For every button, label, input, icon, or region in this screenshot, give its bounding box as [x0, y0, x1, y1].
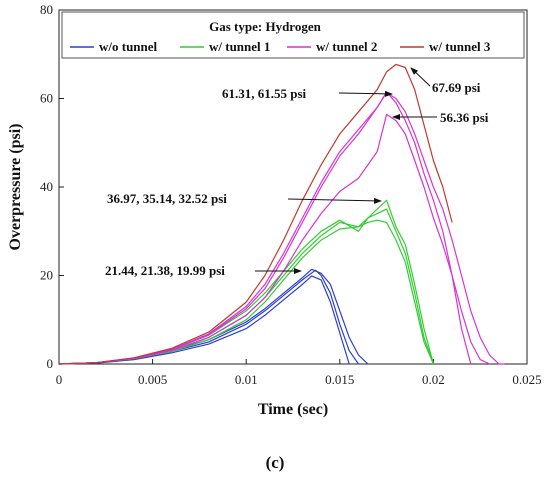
x-tick-label: 0.02: [422, 372, 445, 387]
x-tick-label: 0.005: [138, 372, 167, 387]
y-axis-label: Overpressure (psi): [7, 124, 24, 251]
legend-label-tunnel-2: w/ tunnel 2: [316, 39, 377, 54]
legend-label-wo-tunnel: w/o tunnel: [99, 39, 158, 54]
x-tick-label: 0.01: [235, 372, 258, 387]
figure-caption: (c): [266, 453, 285, 472]
annotation-tunnel-1-peaks: 36.97, 35.14, 32.52 psi: [107, 191, 227, 206]
x-axis: 0 0.005 0.01 0.015 0.02 0.025: [56, 359, 542, 387]
y-tick-label: 20: [40, 268, 53, 283]
annotation-tunnel-2-peaks: 61.31, 61.55 psi: [222, 86, 307, 101]
plot-frame: [58, 9, 528, 365]
y-tick-label: 80: [40, 2, 53, 17]
series-line-w-tunnel-1: [58, 219, 434, 365]
legend-box: [61, 11, 525, 59]
annotation-tunnel-3-peak: 67.69 psi: [432, 80, 481, 95]
annotation-tunnel-2-low: 56.36 psi: [440, 110, 489, 125]
x-tick-label: 0: [56, 372, 63, 387]
series-line-w-tunnel-2: [58, 113, 490, 365]
legend-label-tunnel-1: w/ tunnel 1: [209, 39, 270, 54]
series-line-w-o-tunnel: [58, 269, 359, 365]
series-line-w-tunnel-1: [58, 199, 434, 365]
series-line-w-o-tunnel: [58, 268, 369, 365]
y-tick-label: 60: [40, 91, 53, 106]
annotation-arrow-tunnel-1: [287, 197, 382, 204]
annotation-arrow-tunnel-3: [410, 67, 431, 87]
legend: Gas type: Hydrogen w/o tunnel w/ tunnel …: [61, 11, 525, 59]
series-line-w-tunnel-2: [58, 91, 472, 365]
y-tick-label: 0: [47, 356, 54, 371]
x-axis-label: Time (sec): [258, 401, 328, 418]
x-tick-label: 0.025: [512, 372, 541, 387]
annotation-arrow-tunnel-2: [338, 90, 393, 97]
legend-label-tunnel-3: w/ tunnel 3: [429, 39, 491, 54]
annotations: 67.69 psi 61.31, 61.55 psi 56.36 psi 36.…: [105, 67, 489, 278]
series-lines: [58, 63, 505, 365]
annotation-wo-tunnel-peaks: 21.44, 21.38, 19.99 psi: [105, 263, 225, 278]
legend-title: Gas type: Hydrogen: [209, 19, 321, 34]
series-line-w-o-tunnel: [58, 275, 350, 365]
series-line-w-tunnel-1: [58, 208, 434, 365]
y-axis: 0 20 40 60 80: [40, 2, 64, 371]
x-tick-label: 0.015: [325, 372, 354, 387]
y-tick-label: 40: [40, 179, 53, 194]
series-line-w-tunnel-3: [58, 63, 453, 365]
